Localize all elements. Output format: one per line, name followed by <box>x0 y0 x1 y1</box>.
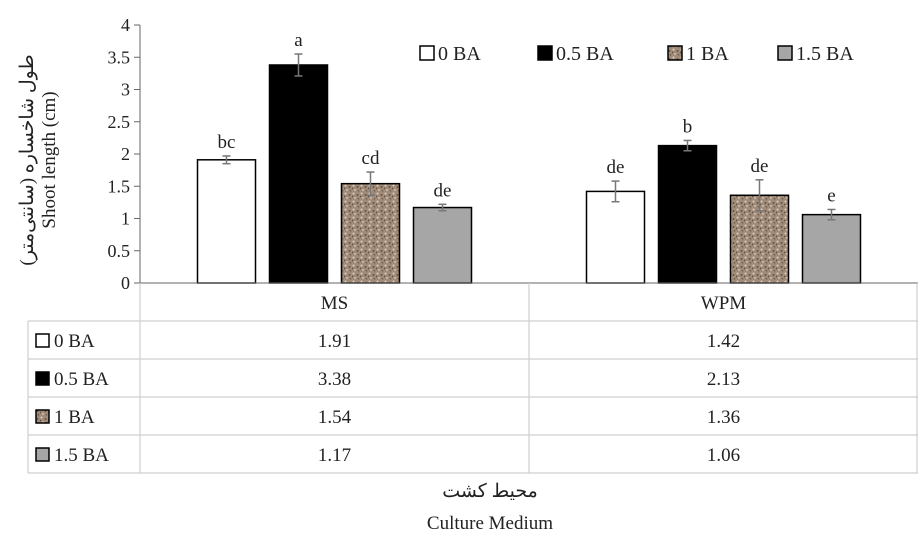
y-axis-label-en: Shoot length (cm) <box>39 91 60 228</box>
y-tick-label: 2 <box>121 144 130 164</box>
bar-05BA-MS <box>268 64 329 284</box>
legend-swatch <box>419 45 435 61</box>
table-cell-value: 1.36 <box>707 407 740 428</box>
significance-letter: cd <box>362 148 380 169</box>
legend-swatch <box>777 45 793 61</box>
significance-letter: a <box>294 30 303 51</box>
legend-label: 1.5 BA <box>796 43 854 65</box>
table-row-label: 0.5 BA <box>54 369 109 390</box>
table-row-swatch <box>35 409 50 424</box>
bar-1BA-MS <box>340 182 401 284</box>
significance-letter: e <box>827 185 835 206</box>
bar-0BA-MS <box>196 159 257 284</box>
table-row-swatch <box>35 333 50 348</box>
table-cell-value: 1.17 <box>318 445 351 466</box>
category-label-WPM: WPM <box>701 293 747 314</box>
y-tick-label: 0.5 <box>108 241 131 261</box>
y-tick-label: 2.5 <box>108 112 131 132</box>
legend-label: 1 BA <box>686 43 729 65</box>
legend-label: 0 BA <box>438 43 481 65</box>
table-cell-value: 1.06 <box>707 445 740 466</box>
table-row-swatch <box>35 371 50 386</box>
bar-15BA-WPM <box>801 213 862 284</box>
table-row-label: 0 BA <box>54 331 95 352</box>
bar-0BA-WPM <box>585 190 646 284</box>
table-row-swatch <box>35 447 50 462</box>
table-cell-value: 1.42 <box>707 331 740 352</box>
significance-letter: de <box>751 156 769 177</box>
legend-swatch <box>537 45 553 61</box>
significance-letter: de <box>607 157 625 178</box>
bar-15BA-MS <box>412 206 473 284</box>
x-axis-label-en: Culture Medium <box>427 513 553 533</box>
table-cell-value: 1.54 <box>318 407 352 428</box>
category-label-MS: MS <box>321 293 348 314</box>
significance-letter: de <box>434 180 452 201</box>
legend-label: 0.5 BA <box>556 43 614 65</box>
y-tick-label: 1 <box>121 209 130 229</box>
y-tick-label: 1.5 <box>108 176 131 196</box>
x-axis-label-fa: محیط کشت <box>442 481 538 502</box>
y-tick-label: 3 <box>121 80 130 100</box>
table-row-label: 1 BA <box>54 407 95 428</box>
y-axis-label-fa: طول شاخساره (سانتی‌متر) <box>17 54 38 265</box>
table-cell-value: 3.38 <box>318 369 351 390</box>
y-tick-label: 3.5 <box>108 47 131 67</box>
table-cell-value: 2.13 <box>707 369 740 390</box>
significance-letter: b <box>683 116 693 137</box>
table-cell-value: 1.91 <box>318 331 351 352</box>
y-tick-label: 4 <box>121 15 130 35</box>
y-tick-label: 0 <box>121 273 130 293</box>
significance-letter: bc <box>218 132 236 153</box>
legend-swatch <box>667 45 683 61</box>
table-row-label: 1.5 BA <box>54 445 109 466</box>
bar-05BA-WPM <box>657 144 718 284</box>
